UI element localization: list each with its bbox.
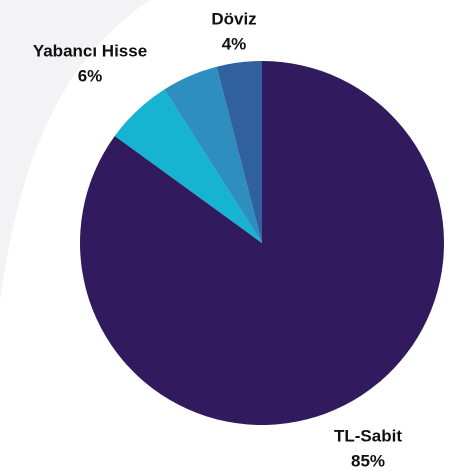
slice-value-label: 85%: [351, 451, 385, 470]
slice-label: Yabancı Hisse: [33, 41, 147, 60]
pie-slice: [80, 61, 445, 425]
slice-value-label: 4%: [222, 34, 247, 53]
pie-slice: [216, 61, 262, 243]
pie-slice: [114, 89, 262, 243]
slice-value-label: 6%: [78, 66, 103, 85]
slice-label: Döviz: [211, 9, 256, 28]
slice-label: TL-Sabit: [334, 426, 402, 445]
background-shape: [0, 0, 150, 300]
pie-slice: [164, 66, 262, 243]
